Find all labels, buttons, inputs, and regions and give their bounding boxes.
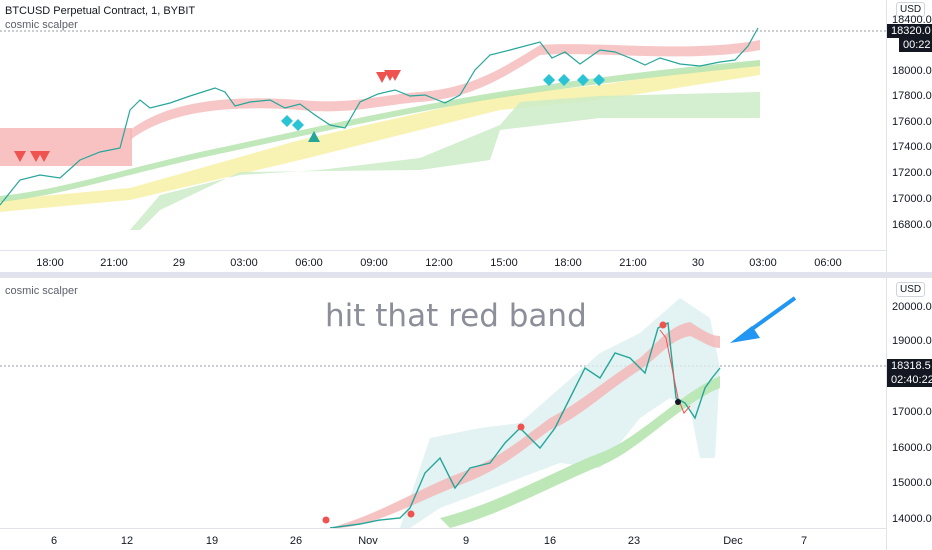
sell-signal-icon <box>389 70 401 81</box>
price-axis-label: 16800.0 <box>892 219 932 231</box>
chart-title[interactable]: BTCUSD Perpetual Contract, 1, BYBIT <box>5 5 196 17</box>
sell-signal-icon <box>14 151 26 162</box>
price-axis-label: 15000.0 <box>892 477 932 489</box>
time-axis-label: 19 <box>205 535 219 547</box>
yellow-band <box>0 60 760 212</box>
price-line-down <box>659 329 691 414</box>
sell-signal-icon <box>38 151 50 162</box>
time-axis-label: 16 <box>543 535 557 547</box>
price-axis-label: 17200.0 <box>892 167 932 179</box>
green-band <box>440 376 720 528</box>
price-axis-label: 14000.0 <box>892 513 932 525</box>
sell-signal-icon <box>659 321 667 329</box>
last-price-tag: 18318.5 <box>887 359 932 373</box>
time-axis-label: 12:00 <box>425 257 453 269</box>
sell-signal-icon <box>517 423 525 431</box>
time-axis-label: Nov <box>358 535 378 547</box>
bottom-chart-pane[interactable]: cosmic scalper USD 20000.0 19000.0 17000… <box>0 278 932 550</box>
bottom-chart-canvas[interactable] <box>0 278 886 528</box>
currency-button[interactable]: USD <box>896 2 926 17</box>
price-axis-label: 19000.0 <box>892 335 932 347</box>
top-chart-canvas[interactable] <box>0 0 886 250</box>
time-axis-label: 21:00 <box>619 257 647 269</box>
diamond-signal-icon <box>543 74 555 86</box>
diamond-signal-icon <box>292 119 304 131</box>
time-axis-label: 21:00 <box>100 257 128 269</box>
time-axis-label: 30 <box>691 257 705 269</box>
time-axis-label: 06:00 <box>295 257 323 269</box>
time-axis-label: Dec <box>723 535 743 547</box>
countdown-tag: 02:40:22 <box>887 373 932 387</box>
time-axis-label: 6 <box>50 535 58 547</box>
time-axis-label: 18:00 <box>554 257 582 269</box>
sell-signal-icon <box>407 510 415 518</box>
red-band <box>130 40 760 140</box>
green-band <box>0 60 760 202</box>
price-axis-label: 18000.0 <box>892 65 932 77</box>
price-axis-label: 17000.0 <box>892 406 932 418</box>
price-axis-label: 16000.0 <box>892 442 932 454</box>
time-axis-label: 7 <box>800 535 808 547</box>
price-axis-label: 17600.0 <box>892 116 932 128</box>
pane-divider[interactable] <box>0 272 932 278</box>
diamond-signal-icon <box>281 115 293 127</box>
time-axis-label: 23 <box>627 535 641 547</box>
top-chart-pane[interactable]: BTCUSD Perpetual Contract, 1, BYBIT cosm… <box>0 0 932 272</box>
time-axis-label: 06:00 <box>814 257 842 269</box>
sell-signal-icon <box>376 72 388 83</box>
price-axis-label: 17000.0 <box>892 193 932 205</box>
chart-annotation[interactable]: hit that red band <box>325 298 587 334</box>
time-axis-label: 09:00 <box>360 257 388 269</box>
last-price-tag: 18320.0 <box>887 24 932 38</box>
time-axis-label: 03:00 <box>749 257 777 269</box>
indicator-label[interactable]: cosmic scalper <box>5 19 78 31</box>
price-axis-label: 17800.0 <box>892 90 932 102</box>
sell-signal-icon <box>30 151 42 162</box>
diamond-signal-icon <box>558 74 570 86</box>
countdown-tag: 00:22 <box>899 38 932 52</box>
sell-signal-icon <box>322 516 330 524</box>
time-axis-label: 9 <box>462 535 470 547</box>
price-axis-label: 18400.0 <box>892 14 932 26</box>
time-axis-label: 12 <box>120 535 134 547</box>
diamond-signal-icon <box>593 74 605 86</box>
price-line <box>0 27 759 206</box>
green-blocks <box>130 92 760 230</box>
indicator-label[interactable]: cosmic scalper <box>5 285 78 297</box>
price-axis-label: 20000.0 <box>892 301 932 313</box>
time-axis-label: 18:00 <box>36 257 64 269</box>
buy-signal-icon <box>675 399 681 405</box>
red-band <box>330 322 720 528</box>
pointer-arrow-icon <box>730 296 797 343</box>
price-axis-label: 17400.0 <box>892 141 932 153</box>
time-axis-label: 26 <box>289 535 303 547</box>
time-axis-label: 03:00 <box>230 257 258 269</box>
diamond-signal-icon <box>577 74 589 86</box>
time-axis-label: 15:00 <box>490 257 518 269</box>
buy-signal-icon <box>308 131 320 142</box>
currency-button[interactable]: USD <box>896 282 926 297</box>
time-axis-label: 29 <box>172 257 186 269</box>
